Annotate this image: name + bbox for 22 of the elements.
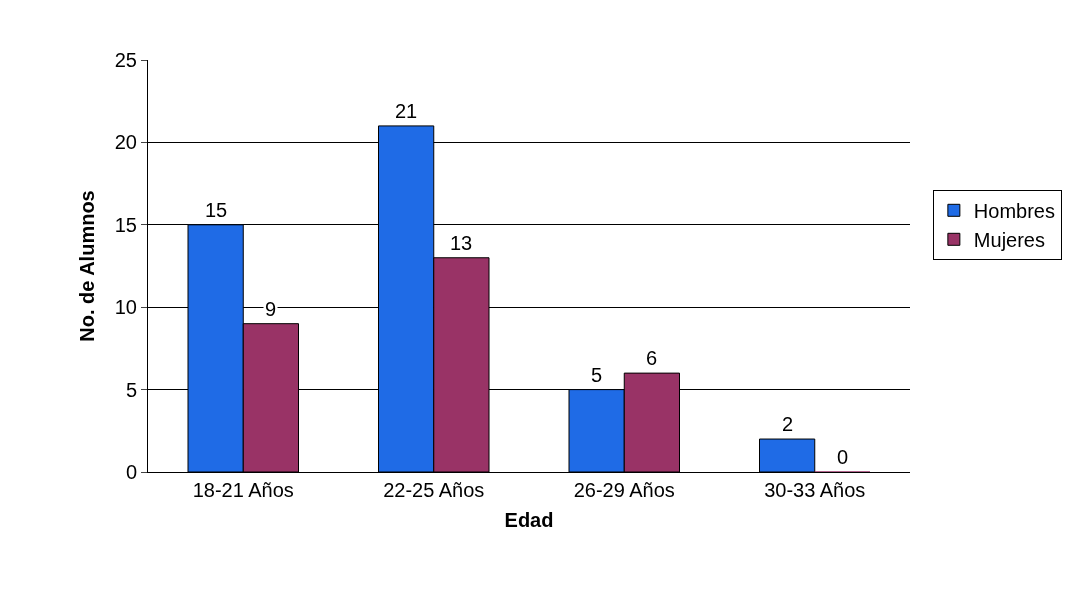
data-label: 9 [265,298,277,320]
data-label: 15 [205,199,228,221]
x-axis-title: Edad [504,508,554,531]
y-tick-label: 0 [125,461,137,483]
data-label: 2 [782,413,794,435]
legend-label: Hombres [973,200,1055,223]
legend-label: Mujeres [973,229,1045,252]
x-tick-label: 18-21 Años [192,479,294,501]
x-tick-label: 26-29 Años [573,479,675,501]
data-label: 21 [395,100,418,122]
y-axis-title: No. de Alumnos [76,190,99,342]
data-label: 5 [591,364,603,386]
x-tick-label: 30-33 Años [764,479,866,501]
data-label: 13 [450,232,473,254]
y-tick-label: 20 [114,131,137,154]
y-tick-label: 5 [125,378,137,401]
y-tick-label: 25 [114,49,137,71]
data-label: 0 [837,446,849,468]
y-tick-label: 10 [114,296,137,319]
data-label: 6 [646,347,658,369]
y-tick-label: 15 [114,213,137,236]
x-tick-label: 22-25 Años [383,479,485,501]
